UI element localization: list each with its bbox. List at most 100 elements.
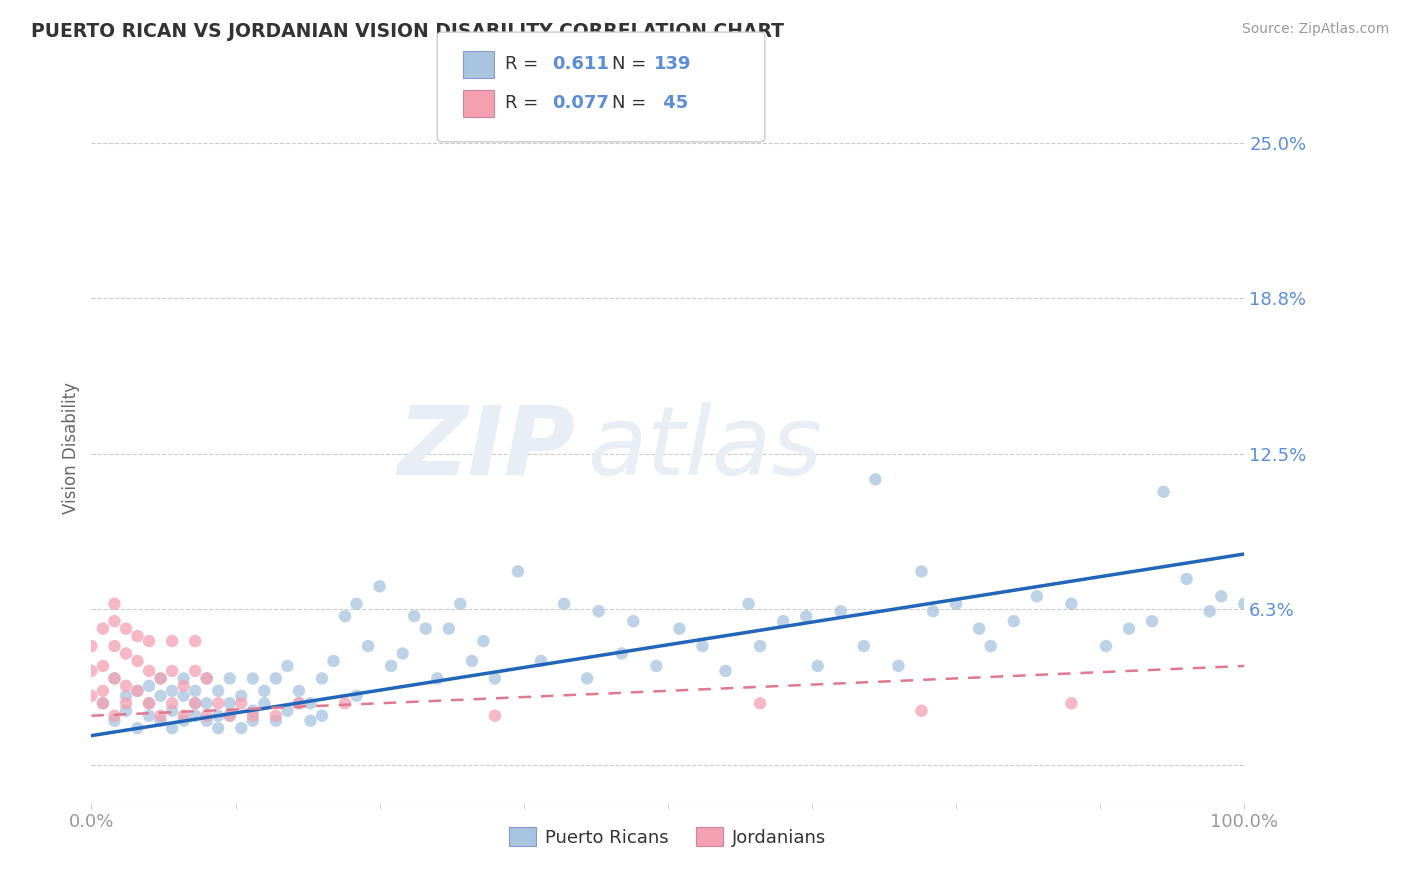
Point — [173, 672, 195, 686]
Point — [173, 679, 195, 693]
Point — [333, 609, 356, 624]
Text: R =: R = — [505, 55, 544, 73]
Point — [207, 683, 229, 698]
Point — [553, 597, 575, 611]
Point — [184, 696, 207, 710]
Point — [184, 696, 207, 710]
Point — [1002, 614, 1025, 628]
Point — [852, 639, 875, 653]
Text: 139: 139 — [654, 55, 692, 73]
Point — [276, 659, 298, 673]
Point — [103, 714, 125, 728]
Point — [404, 609, 426, 624]
Point — [449, 597, 471, 611]
Point — [91, 696, 114, 710]
Point — [1025, 589, 1047, 603]
Text: atlas: atlas — [588, 401, 823, 495]
Point — [910, 704, 932, 718]
Point — [127, 721, 149, 735]
Point — [149, 689, 172, 703]
Point — [253, 696, 276, 710]
Point — [103, 597, 125, 611]
Text: 0.077: 0.077 — [553, 95, 609, 112]
Point — [149, 672, 172, 686]
Point — [242, 714, 264, 728]
Point — [160, 683, 183, 698]
Point — [1095, 639, 1118, 653]
Point — [149, 672, 172, 686]
Point — [115, 704, 138, 718]
Point — [103, 639, 125, 653]
Text: N =: N = — [612, 55, 651, 73]
Point — [980, 639, 1002, 653]
Point — [484, 672, 506, 686]
Point — [138, 708, 160, 723]
Point — [865, 472, 887, 486]
Point — [115, 679, 138, 693]
Point — [195, 696, 218, 710]
Point — [218, 672, 240, 686]
Point — [115, 622, 138, 636]
Text: ZIP: ZIP — [398, 401, 575, 495]
Point — [311, 672, 333, 686]
Point — [91, 696, 114, 710]
Point — [1060, 696, 1083, 710]
Point — [794, 609, 817, 624]
Point — [346, 689, 368, 703]
Point — [184, 708, 207, 723]
Legend: Puerto Ricans, Jordanians: Puerto Ricans, Jordanians — [502, 821, 834, 854]
Point — [714, 664, 737, 678]
Point — [207, 721, 229, 735]
Point — [288, 696, 311, 710]
Point — [242, 704, 264, 718]
Point — [115, 689, 138, 703]
Point — [380, 659, 402, 673]
Point — [173, 708, 195, 723]
Point — [195, 714, 218, 728]
Point — [160, 696, 183, 710]
Point — [80, 689, 103, 703]
Point — [437, 622, 460, 636]
Point — [138, 634, 160, 648]
Point — [242, 708, 264, 723]
Point — [333, 696, 356, 710]
Point — [1233, 597, 1256, 611]
Point — [506, 565, 529, 579]
Point — [115, 696, 138, 710]
Text: 45: 45 — [657, 95, 688, 112]
Point — [1153, 484, 1175, 499]
Point — [391, 647, 413, 661]
Point — [195, 672, 218, 686]
Point — [288, 683, 311, 698]
Text: R =: R = — [505, 95, 544, 112]
Point — [1118, 622, 1140, 636]
Point — [160, 634, 183, 648]
Point — [127, 683, 149, 698]
Point — [588, 604, 610, 618]
Point — [299, 696, 322, 710]
Point — [772, 614, 794, 628]
Point — [461, 654, 484, 668]
Point — [576, 672, 599, 686]
Point — [231, 689, 253, 703]
Point — [288, 696, 311, 710]
Point — [127, 629, 149, 643]
Point — [322, 654, 344, 668]
Point — [207, 696, 229, 710]
Point — [668, 622, 690, 636]
Point — [749, 696, 772, 710]
Point — [127, 654, 149, 668]
Point — [621, 614, 644, 628]
Point — [749, 639, 772, 653]
Point — [91, 622, 114, 636]
Point — [138, 679, 160, 693]
Point — [160, 721, 183, 735]
Point — [160, 704, 183, 718]
Point — [231, 721, 253, 735]
Point — [426, 672, 449, 686]
Point — [103, 708, 125, 723]
Point — [1198, 604, 1220, 618]
Point — [195, 672, 218, 686]
Point — [645, 659, 668, 673]
Point — [945, 597, 967, 611]
